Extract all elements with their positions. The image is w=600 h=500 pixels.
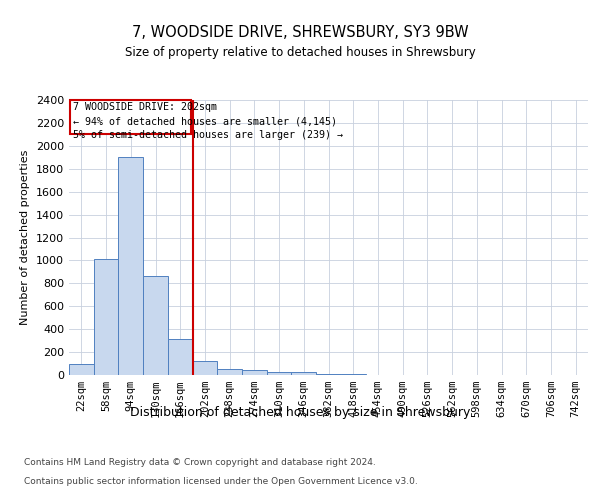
Text: Distribution of detached houses by size in Shrewsbury: Distribution of detached houses by size … [130, 406, 470, 419]
Text: Contains public sector information licensed under the Open Government Licence v3: Contains public sector information licen… [24, 476, 418, 486]
Bar [316, 374, 341, 375]
Bar [70, 100, 191, 134]
Bar [341, 374, 365, 375]
Bar [267, 372, 292, 375]
Text: Contains HM Land Registry data © Crown copyright and database right 2024.: Contains HM Land Registry data © Crown c… [24, 458, 376, 467]
Y-axis label: Number of detached properties: Number of detached properties [20, 150, 31, 325]
Bar [143, 276, 168, 375]
Bar [168, 340, 193, 375]
Bar [69, 364, 94, 375]
Text: Size of property relative to detached houses in Shrewsbury: Size of property relative to detached ho… [125, 46, 475, 59]
Text: 7 WOODSIDE DRIVE: 202sqm
← 94% of detached houses are smaller (4,145)
5% of semi: 7 WOODSIDE DRIVE: 202sqm ← 94% of detach… [73, 102, 343, 141]
Bar [292, 372, 316, 375]
Bar [94, 260, 118, 375]
Bar [193, 361, 217, 375]
Bar [242, 370, 267, 375]
Bar [118, 158, 143, 375]
Bar [217, 368, 242, 375]
Text: 7, WOODSIDE DRIVE, SHREWSBURY, SY3 9BW: 7, WOODSIDE DRIVE, SHREWSBURY, SY3 9BW [131, 25, 469, 40]
